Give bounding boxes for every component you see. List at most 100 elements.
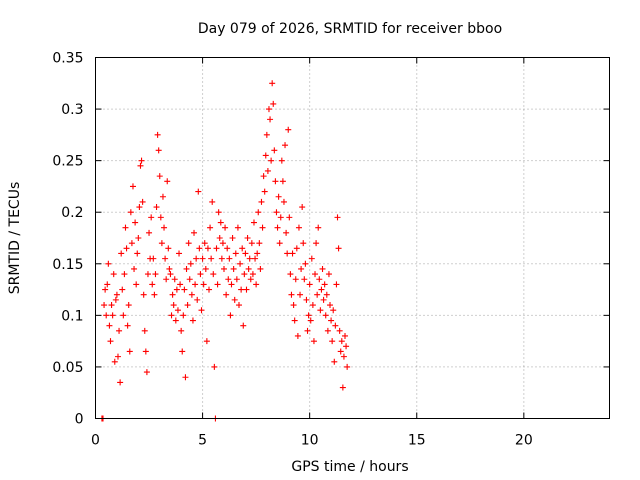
data-point <box>132 219 139 226</box>
data-point <box>224 245 231 252</box>
data-point <box>223 291 230 298</box>
data-point <box>178 327 185 334</box>
data-point <box>125 302 132 309</box>
data-point <box>305 312 312 319</box>
data-point <box>289 250 296 257</box>
data-point <box>284 250 291 257</box>
data-point <box>167 271 174 278</box>
data-point <box>286 214 293 221</box>
data-point <box>182 374 189 381</box>
data-point <box>133 281 140 288</box>
data-point <box>299 204 306 211</box>
data-point <box>122 224 129 231</box>
data-point <box>192 281 199 288</box>
data-point <box>225 276 232 283</box>
data-point <box>181 286 188 293</box>
data-point <box>344 363 351 370</box>
data-point <box>306 281 313 288</box>
data-point <box>265 106 272 113</box>
data-point <box>208 255 215 262</box>
data-point <box>230 265 237 272</box>
data-point <box>245 265 252 272</box>
data-point <box>184 302 191 309</box>
data-point <box>317 307 324 314</box>
data-point <box>261 188 268 195</box>
data-point <box>244 235 251 241</box>
y-tick-label: 0.25 <box>52 154 83 170</box>
data-point <box>127 209 134 216</box>
data-point <box>231 296 238 303</box>
data-point <box>313 240 320 247</box>
data-point <box>174 307 181 314</box>
data-point <box>171 276 178 283</box>
data-point <box>213 245 220 252</box>
data-point <box>216 235 223 241</box>
data-point <box>333 281 340 288</box>
data-point <box>304 327 311 334</box>
data-point <box>303 296 310 303</box>
x-tick-label: 0 <box>91 433 100 449</box>
data-point <box>153 204 160 211</box>
data-point <box>203 338 210 345</box>
data-point <box>219 240 226 247</box>
data-point <box>309 302 316 309</box>
data-point <box>118 250 125 257</box>
data-point <box>102 286 109 293</box>
data-point <box>246 255 253 262</box>
data-point <box>297 291 304 298</box>
data-point <box>293 245 300 252</box>
data-point <box>194 296 201 303</box>
data-point <box>140 291 147 298</box>
data-point <box>201 240 208 247</box>
y-tick-label: 0.3 <box>61 102 83 118</box>
data-point <box>161 224 168 231</box>
data-point <box>105 260 112 267</box>
data-point <box>117 379 124 386</box>
data-point <box>228 281 235 288</box>
data-point <box>285 126 292 133</box>
data-point <box>277 214 284 221</box>
data-point <box>150 255 157 262</box>
data-point <box>327 302 334 309</box>
data-point <box>120 312 127 319</box>
data-point <box>280 198 287 205</box>
data-point <box>209 198 216 205</box>
data-point <box>312 271 319 278</box>
data-point <box>221 265 227 272</box>
data-point <box>318 286 325 293</box>
data-point <box>193 255 200 262</box>
x-tick-label: 10 <box>301 433 319 449</box>
data-point <box>275 193 282 200</box>
y-tick-label: 0.15 <box>52 257 83 273</box>
data-point <box>322 312 329 319</box>
data-point <box>268 157 275 164</box>
data-point <box>119 286 126 293</box>
data-point <box>139 198 146 205</box>
data-point <box>196 245 203 252</box>
data-point <box>234 224 241 231</box>
data-point <box>204 245 211 252</box>
data-point <box>259 224 266 231</box>
data-point <box>129 183 136 190</box>
data-point <box>283 229 290 236</box>
data-point <box>135 235 142 241</box>
plot-frame <box>95 57 610 419</box>
data-point <box>155 147 162 154</box>
data-point <box>154 131 161 138</box>
data-point <box>300 240 307 247</box>
data-point <box>250 219 257 226</box>
data-point <box>170 302 177 309</box>
data-point <box>338 338 345 345</box>
data-point <box>124 322 131 329</box>
data-point <box>258 198 265 205</box>
y-tick-label: 0.35 <box>52 51 83 67</box>
data-point <box>128 240 135 247</box>
data-point <box>331 358 338 365</box>
data-point <box>335 245 342 252</box>
data-point <box>247 276 254 283</box>
data-point <box>267 116 274 123</box>
data-point <box>136 204 143 211</box>
data-point <box>143 369 150 376</box>
data-point <box>202 265 209 272</box>
